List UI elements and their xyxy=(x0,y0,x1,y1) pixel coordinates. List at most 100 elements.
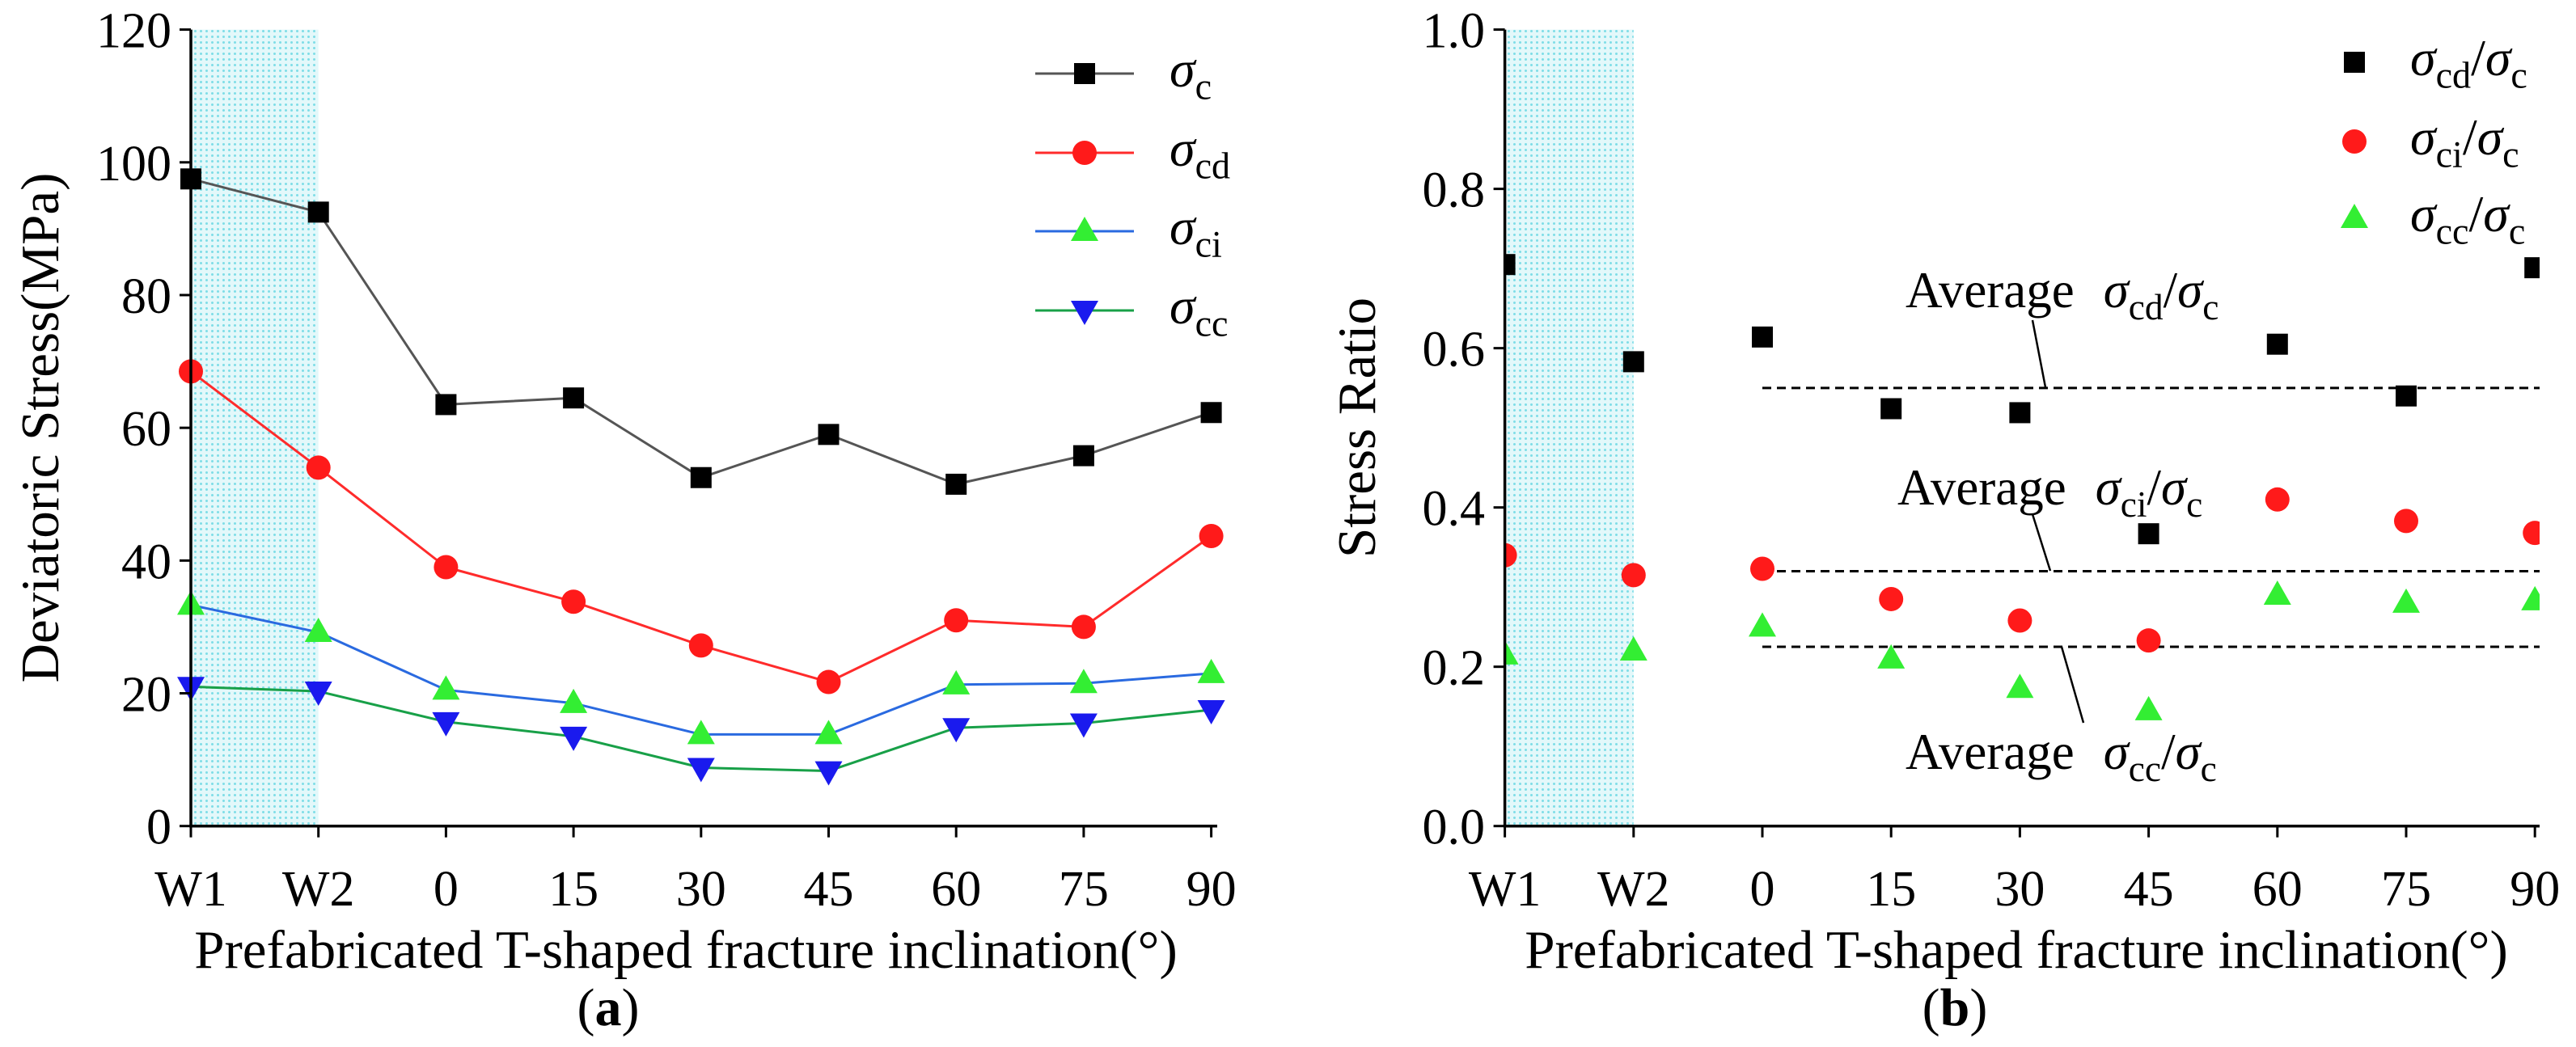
panel-b-point-ci-60 xyxy=(2265,487,2290,512)
panel-a-point-cc-90 xyxy=(1197,700,1225,725)
panel-a-legend-label-cc: σcc xyxy=(1170,277,1228,344)
panel-a-y-tick-label: 0 xyxy=(146,800,171,855)
panel-a-legend-label-c-part-0: σ xyxy=(1170,40,1197,98)
panel-b-label-part-2: ) xyxy=(1969,978,1987,1037)
panel-b-legend-label-ci-part-2: / xyxy=(2463,108,2477,166)
panel-b-legend-marker-ci xyxy=(2342,129,2367,154)
panel-a-point-ci-W2 xyxy=(304,617,332,642)
panel-b-point-cd-45 xyxy=(2138,523,2159,545)
panel-a-legend-marker-ci xyxy=(1071,217,1098,241)
panel-b-x-tick-label: 60 xyxy=(2252,862,2303,917)
panel-b-average-leader-ci xyxy=(2031,513,2052,572)
panel-b-average-label-cd-part-1: σ xyxy=(2104,262,2131,319)
panel-a-point-cd-30 xyxy=(688,633,713,658)
panel-b-average-label-cd: Average σcd/σc xyxy=(1906,262,2219,327)
panel-b-x-axis-title: Prefabricated T-shaped fracture inclinat… xyxy=(1525,920,2508,980)
panel-a-point-ci-90 xyxy=(1197,658,1225,683)
panel-a-legend-label-c-part-1: c xyxy=(1195,65,1212,107)
panel-b-point-ci-W2 xyxy=(1621,563,1646,588)
panel-b-average-leader-cc xyxy=(2060,646,2085,724)
panel-b-legend-label-cd-part-2: / xyxy=(2471,29,2485,87)
panel-b-average-label-ci: Average σci/σc xyxy=(1897,459,2202,525)
panel-a-point-cc-0 xyxy=(432,711,460,737)
panel-b-point-ci-30 xyxy=(2007,608,2032,633)
panel-a-legend-label-cd-part-0: σ xyxy=(1170,120,1197,177)
panel-a-point-cd-60 xyxy=(944,608,969,633)
panel-a-point-cc-30 xyxy=(687,758,715,783)
panel-b-average-leader-cd xyxy=(2031,319,2047,388)
panel-a-point-ci-15 xyxy=(560,688,588,713)
panel-b-x-tick-label: 30 xyxy=(1994,862,2045,917)
panel-b-point-cd-75 xyxy=(2396,385,2417,407)
panel-b-legend-label-cc-part-2: / xyxy=(2468,185,2483,243)
panel-a-deviatoric-stress-chart: 0 20 40 60 80 100 120 W1 W2 0 15 30 45 60 75 90Prefabri… xyxy=(11,4,1237,1037)
panel-b-legend-label-ci-part-0: σ xyxy=(2410,108,2438,166)
panel-b-x-tick-label: 0 xyxy=(1750,862,1775,917)
panel-a-point-cd-0 xyxy=(434,555,459,580)
panel-a-legend-marker-cd xyxy=(1072,141,1097,165)
panel-b-legend-label-cd-part-0: σ xyxy=(2410,29,2438,87)
panel-a-point-ci-0 xyxy=(432,675,460,700)
panel-b-point-cc-0 xyxy=(1749,612,1776,637)
panel-a-x-tick-label: 15 xyxy=(548,862,599,917)
panel-b-x-tick-label: 15 xyxy=(1866,862,1916,917)
panel-b-x-tick-label: W1 xyxy=(1469,862,1542,917)
panel-b-legend-label-cc-part-1: cc xyxy=(2436,210,2469,251)
panel-b-average-label-cc: Average σcc/σc xyxy=(1906,724,2217,789)
panel-b-average-label-cc-part-1: σ xyxy=(2104,724,2131,780)
panel-a-label: (a) xyxy=(577,978,640,1037)
panel-b-average-label-cc-part-3: / xyxy=(2161,724,2176,780)
panel-b-point-cd-60 xyxy=(2266,333,2288,355)
panel-a-x-tick-label: W1 xyxy=(154,862,227,917)
panel-b-point-ci-0 xyxy=(1750,556,1774,581)
panel-b-y-tick-label: 1.0 xyxy=(1423,4,1486,59)
panel-b-data-marks xyxy=(1504,254,2540,720)
panel-a-y-tick-label: 60 xyxy=(121,402,171,457)
panel-b-average-label-ci-part-2: ci xyxy=(2121,484,2147,525)
panel-b-legend-label-cd-part-4: c xyxy=(2510,54,2527,95)
panel-a-y-tick-label: 20 xyxy=(121,668,171,723)
panel-b-average-label-ci-part-1: σ xyxy=(2096,459,2123,516)
panel-a-label-part-2: ) xyxy=(622,978,640,1037)
panel-b-point-cd-90 xyxy=(2524,257,2540,279)
panel-b-average-label-cd-part-5: c xyxy=(2202,287,2219,327)
panel-b-label-part-1: b xyxy=(1940,978,1970,1037)
panel-a-point-ci-60 xyxy=(942,669,971,694)
panel-a-point-cd-45 xyxy=(816,669,841,694)
panel-a-legend-label-cd: σcd xyxy=(1170,120,1230,186)
panel-a-x-tick-label: 30 xyxy=(676,862,726,917)
panel-b-average-label-cc-part-0: Average xyxy=(1906,724,2075,780)
panel-b-point-cd-W1 xyxy=(1504,254,1516,276)
panel-b-average-label-cd-part-3: / xyxy=(2164,262,2178,319)
panel-b-y-axis-title: Stress Ratio xyxy=(1327,298,1387,558)
panel-b-point-ci-45 xyxy=(2136,628,2161,653)
panel-a-y-tick-label: 120 xyxy=(96,4,171,59)
panel-b-average-label-cc-part-4: σ xyxy=(2176,724,2203,780)
panel-a-legend-label-cc-part-0: σ xyxy=(1170,277,1197,335)
panel-a-point-cc-75 xyxy=(1069,713,1098,738)
panel-b-point-cd-15 xyxy=(1880,398,1902,420)
panel-a-y-tick-label: 80 xyxy=(121,269,171,324)
panel-b-x-tick-label: 45 xyxy=(2124,862,2174,917)
panel-a-point-c-90 xyxy=(1200,402,1222,424)
panel-b-x-tick-label: 75 xyxy=(2381,862,2431,917)
panel-a-point-c-W2 xyxy=(307,201,329,223)
panel-b-point-ci-75 xyxy=(2394,509,2418,534)
panel-a-point-cd-W2 xyxy=(306,455,331,480)
panel-b-average-label-cc-part-2: cc xyxy=(2129,749,2161,789)
panel-a-x-axis-title: Prefabricated T-shaped fracture inclinat… xyxy=(194,920,1178,980)
panel-b-average-label-cd-part-2: cd xyxy=(2129,287,2164,327)
panel-a-point-cd-90 xyxy=(1199,523,1224,548)
panel-b-point-cc-45 xyxy=(2134,695,2163,720)
panel-b-legend-label-cc-part-3: σ xyxy=(2483,185,2510,243)
panel-a-point-c-45 xyxy=(818,424,840,445)
panel-b-point-cc-W1 xyxy=(1504,640,1519,665)
panel-b-legend-label-cc: σcc/σc xyxy=(2410,185,2525,251)
panel-a-x-tick-label: W2 xyxy=(282,862,355,917)
panel-b-legend-label-cd: σcd/σc xyxy=(2410,29,2527,95)
panel-a-legend-label-ci-part-1: ci xyxy=(1195,223,1222,264)
panel-b-legend-label-ci-part-3: σ xyxy=(2477,108,2505,166)
